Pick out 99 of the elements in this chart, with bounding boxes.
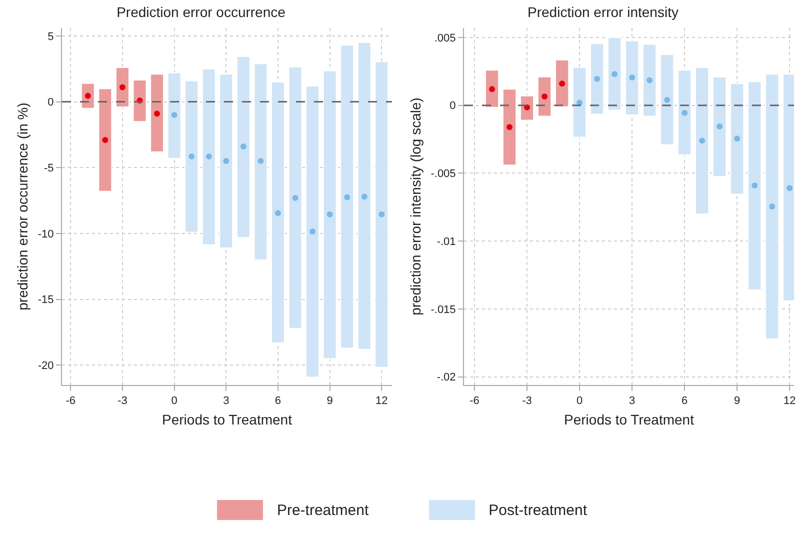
x-tick-label: 9 — [326, 395, 333, 408]
y-tick-label: -5 — [44, 162, 54, 174]
point — [664, 96, 670, 103]
bar — [270, 82, 285, 344]
point — [734, 136, 740, 142]
bar — [322, 70, 337, 360]
y-tick-label: .005 — [434, 32, 456, 44]
y-tick-label: -.005 — [430, 168, 456, 180]
bar — [236, 56, 250, 238]
y-tick-label: -15 — [38, 294, 54, 306]
bar — [115, 67, 130, 108]
point — [646, 77, 653, 84]
chart-title: Prediction error occurrence — [116, 4, 286, 20]
x-tick-label: -3 — [118, 395, 128, 408]
point — [171, 112, 178, 118]
x-tick-label: 12 — [783, 395, 796, 408]
bar — [712, 76, 727, 178]
y-tick-label: 5 — [48, 30, 54, 43]
bar — [590, 43, 604, 115]
bar — [150, 74, 164, 152]
point — [154, 110, 160, 117]
bar — [219, 74, 234, 248]
legend-label: Post-treatment — [488, 502, 588, 518]
x-tick-label: 12 — [376, 395, 388, 408]
bar — [572, 66, 587, 138]
bar — [306, 85, 320, 378]
point — [699, 138, 706, 144]
bar — [484, 70, 500, 108]
bar — [625, 40, 640, 116]
bar — [340, 44, 354, 349]
x-tick-label: 6 — [274, 395, 282, 408]
bar — [374, 61, 389, 368]
point — [240, 144, 246, 150]
x-tick-label: -6 — [470, 395, 480, 408]
bar — [502, 88, 517, 166]
x-tick-label: 3 — [223, 395, 230, 408]
x-tick-label: 9 — [734, 395, 740, 408]
bar — [642, 44, 657, 117]
x-axis-title: Periods to Treatment — [162, 412, 292, 428]
point — [594, 76, 600, 82]
x-tick-label: 3 — [628, 395, 636, 408]
point — [292, 194, 298, 201]
point — [119, 84, 126, 90]
point — [629, 74, 636, 81]
point — [752, 182, 758, 188]
point — [542, 94, 548, 100]
point — [786, 185, 793, 192]
bar — [254, 63, 268, 260]
x-tick-label: 6 — [682, 395, 688, 408]
point — [274, 210, 281, 216]
bar — [554, 59, 570, 108]
x-tick-label: 0 — [576, 395, 583, 408]
bar — [660, 54, 674, 146]
point — [559, 80, 566, 87]
y-tick-label: -.01 — [436, 236, 456, 248]
point — [102, 136, 108, 143]
bar — [288, 66, 302, 329]
y-tick-label: -10 — [38, 228, 54, 240]
y-tick-label: -20 — [38, 360, 54, 372]
point — [612, 71, 618, 78]
y-tick-label: -.02 — [436, 372, 456, 384]
point — [223, 158, 230, 164]
point — [188, 153, 195, 160]
x-tick-label: -6 — [66, 395, 76, 408]
bar — [167, 72, 182, 159]
bar — [607, 37, 622, 111]
x-axis-title: Periods to Treatment — [564, 412, 694, 428]
bar — [748, 81, 762, 290]
point — [682, 110, 688, 116]
bar — [537, 76, 552, 117]
bar — [730, 83, 744, 195]
chart-title: Prediction error intensity — [528, 4, 678, 20]
bar — [184, 80, 199, 233]
point — [489, 86, 496, 92]
bar — [132, 80, 147, 122]
point — [310, 228, 316, 235]
bar — [765, 74, 780, 340]
x-tick-label: -3 — [522, 395, 532, 408]
y-tick-label: 0 — [450, 100, 456, 112]
bar — [695, 66, 710, 214]
bar — [357, 42, 372, 350]
point — [326, 211, 333, 218]
point — [206, 153, 212, 160]
point — [344, 194, 350, 200]
bar — [202, 68, 216, 246]
y-tick-label: 0 — [48, 96, 54, 109]
bar — [98, 88, 112, 192]
bar — [678, 70, 692, 156]
point — [769, 204, 776, 210]
x-tick-label: 0 — [171, 395, 178, 408]
y-tick-label: -.015 — [430, 304, 456, 316]
point — [378, 211, 385, 218]
point — [716, 123, 723, 130]
legend-label: Pre-treatment — [276, 502, 369, 518]
point — [361, 194, 368, 200]
point — [506, 124, 513, 130]
y-axis-title: prediction error occurrence (in %) — [14, 102, 30, 310]
y-axis-title: prediction error intensity (log scale) — [407, 98, 424, 316]
point — [258, 158, 264, 164]
